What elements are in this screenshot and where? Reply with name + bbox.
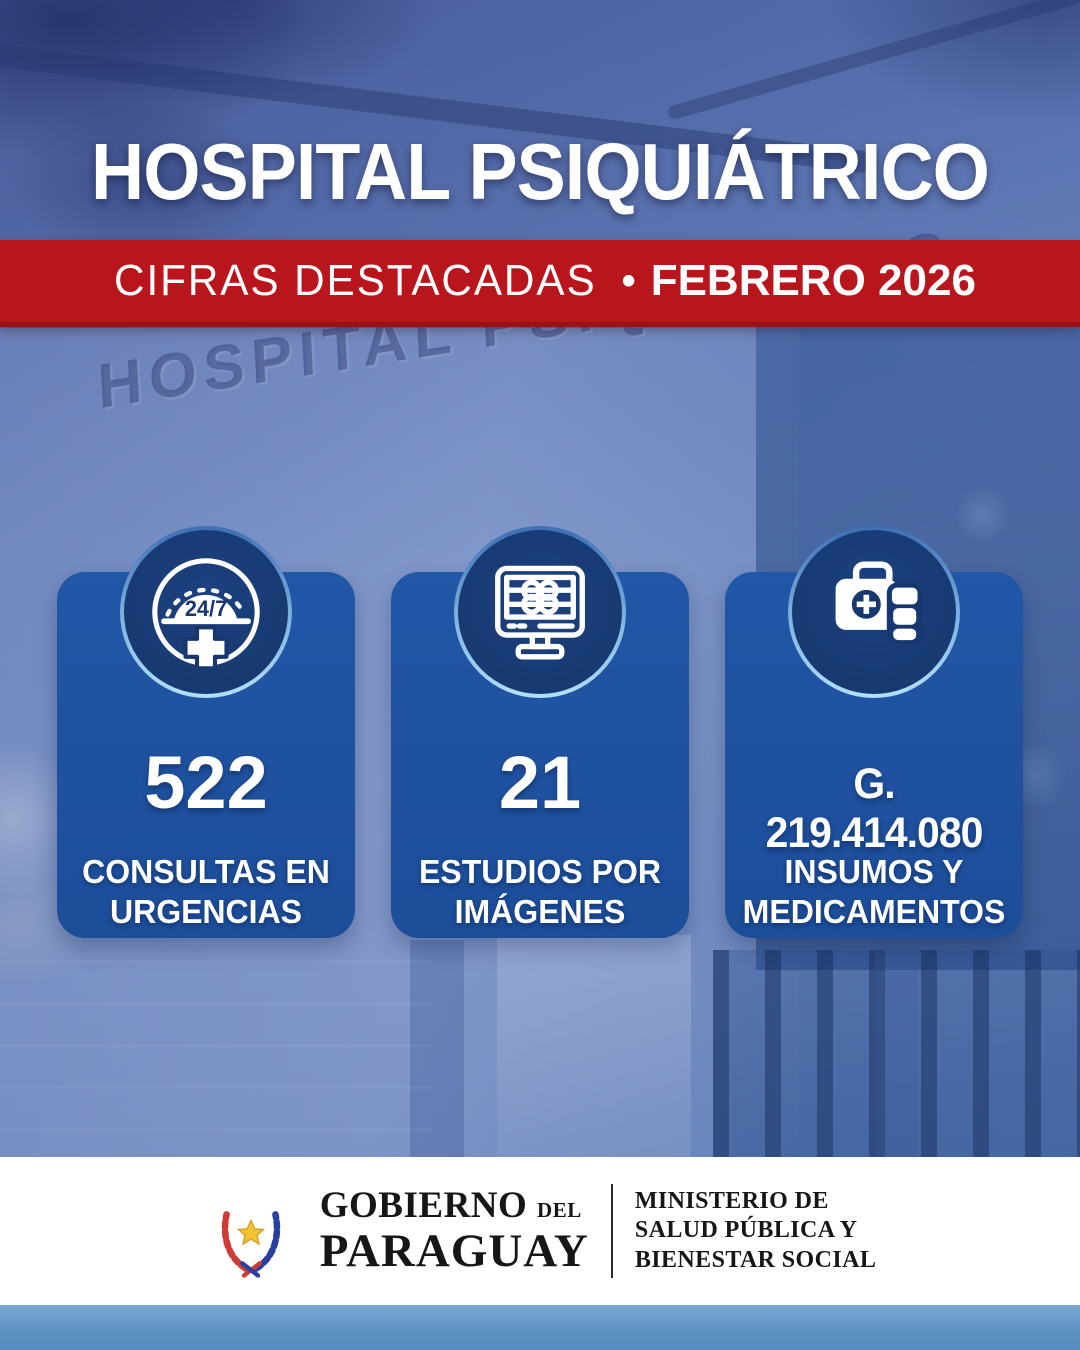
stat-icon-circle: 24/7 [120,526,292,698]
stat-label-line: INSUMOS Y [784,853,964,890]
background-trees-silhouette-right [669,0,1080,200]
stat-value: G. 219.414.080 [765,760,984,857]
imaging-monitor-icon [495,565,585,660]
background-wall-lines [0,960,432,1160]
bottom-blue-strip [0,1305,1080,1350]
background-window-band-right [874,940,918,1157]
stat-label-line: URGENCIAS [109,893,303,931]
ministry-line: MINISTERIO DE [634,1188,829,1215]
laurel-wreath-star-emblem [221,1211,280,1278]
stat-label: INSUMOS Y MEDICAMENTOS [737,852,1011,933]
stat-label: ESTUDIOS POR IMÁGENES [403,852,677,933]
banner-left-text: CIFRAS DESTACADAS [114,256,597,305]
stat-card-insumos-medicamentos: G. 219.414.080 INSUMOS Y MEDICAMENTOS [725,526,1023,938]
24-7-emergency-cross-icon: 24/7 [152,558,260,671]
paraguay-text: PARAGUAY [319,1225,589,1277]
background-window-band-left [410,940,465,1157]
stat-label-line: CONSULTAS EN [82,853,330,890]
banner-period-text: FEBRERO 2026 [650,256,976,305]
first-aid-kit-medicine-icon [835,561,923,644]
stat-icon-circle [788,526,960,698]
stat-card-consultas-urgencias: 24/7 522 CONSULTAS EN URGENCIAS [57,526,355,938]
footer-bar: GOBIERNO DEL PARAGUAY MINISTERIO DE SALU… [0,1157,1080,1305]
stat-cards-row: 24/7 522 CONSULTAS EN URGENCIAS [57,526,1023,938]
gobierno-text: GOBIERNO [319,1185,528,1226]
stat-value: 21 [498,741,582,824]
background-door-pillar [496,935,692,1157]
stat-icon-circle [454,526,626,698]
del-text: DEL [537,1198,582,1222]
stat-value: 522 [144,741,268,824]
page-title: HOSPITAL PSIQUIÁTRICO [90,127,990,216]
icon-24-7-text: 24/7 [185,596,227,621]
ministry-line: BIENESTAR SOCIAL [634,1246,877,1273]
government-logo-text: GOBIERNO DEL PARAGUAY [320,1187,589,1275]
ministry-line: SALUD PÚBLICA Y [634,1217,858,1244]
background-gate-bars [712,950,1080,1157]
ministry-name: MINISTERIO DE SALUD PÚBLICA Y BIENESTAR … [635,1187,876,1275]
banner-bullet-separator: • [621,258,636,303]
stat-label-line: MEDICAMENTOS [742,893,1006,931]
stat-label: CONSULTAS EN URGENCIAS [69,852,343,933]
stat-label-line: IMÁGENES [454,893,626,931]
logo-divider-line [610,1184,613,1278]
subtitle-banner: CIFRAS DESTACADAS • FEBRERO 2026 [0,240,1080,327]
stat-card-estudios-imagenes: 21 ESTUDIOS POR IMÁGENES [391,526,689,938]
stat-label-line: ESTUDIOS POR [419,853,661,890]
